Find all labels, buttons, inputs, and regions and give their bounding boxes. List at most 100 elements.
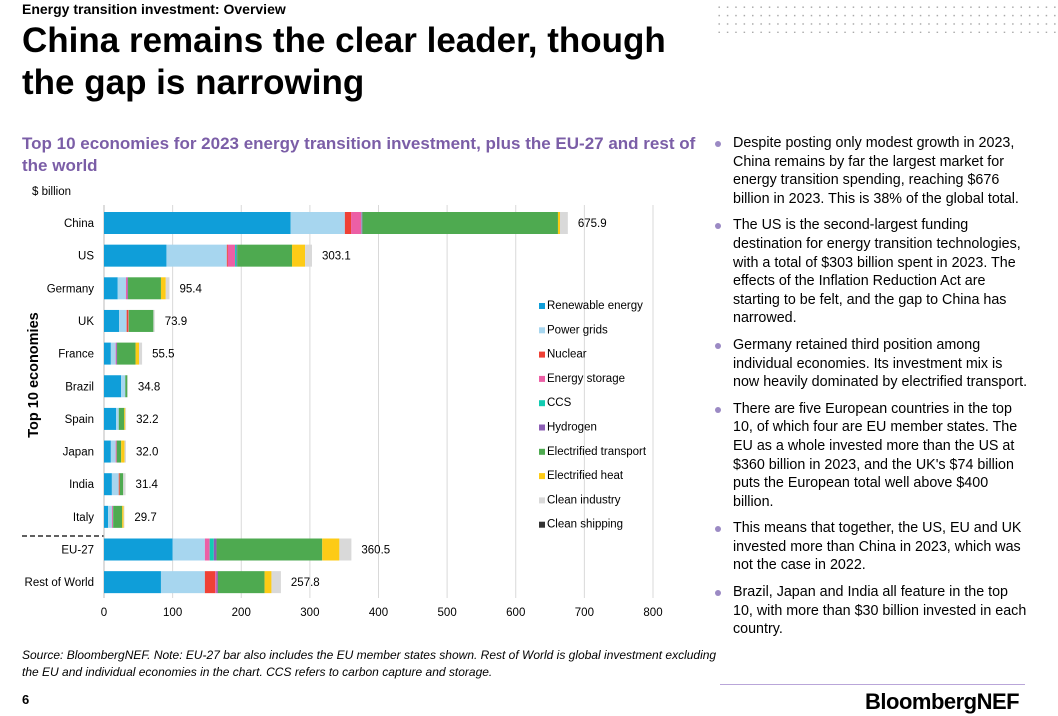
category-label: China (64, 218, 95, 230)
bar-segment (322, 538, 340, 561)
total-label: 31.4 (136, 479, 159, 491)
bar-segment (290, 212, 345, 234)
x-tick-label: 600 (506, 607, 525, 619)
bar-segment (361, 212, 363, 234)
bar-segment (235, 244, 237, 267)
bar-segment (115, 440, 117, 463)
bar-segment (128, 309, 154, 332)
category-label: US (78, 251, 94, 263)
bar-segment (236, 244, 238, 267)
bar-segment (121, 375, 126, 398)
x-tick-label: 300 (300, 607, 319, 619)
bar-segment (123, 505, 125, 528)
bar-segment (264, 571, 272, 594)
category-label: France (58, 349, 94, 361)
legend-label: Electrified heat (547, 470, 624, 482)
bar-segment (125, 277, 128, 300)
category-label: Spain (65, 414, 94, 426)
bar-segment (216, 571, 218, 594)
bar-segment (124, 440, 126, 463)
legend-label: Nuclear (547, 349, 587, 361)
bar-segment (165, 277, 170, 300)
x-tick-label: 800 (643, 607, 662, 619)
x-tick-label: 400 (369, 607, 388, 619)
bar-segment (160, 571, 205, 594)
bar-segment (213, 538, 217, 561)
bar-segment (271, 571, 281, 594)
bar-segment (292, 244, 306, 267)
legend-label: Clean industry (547, 494, 621, 506)
bar-segment (209, 538, 214, 561)
page-number: 6 (22, 692, 30, 707)
category-label: EU-27 (61, 545, 94, 557)
page-title: China remains the clear leader, though t… (22, 21, 666, 102)
bar-segment (226, 244, 228, 267)
bar-segment (128, 277, 161, 300)
total-label: 360.5 (361, 545, 390, 557)
x-tick-label: 0 (101, 607, 107, 619)
bar-segment (153, 309, 155, 332)
bullet-item: Despite posting only modest growth in 20… (713, 134, 1031, 208)
bar-segment (560, 212, 568, 234)
bar-segment (117, 277, 126, 300)
x-tick-label: 500 (438, 607, 457, 619)
dot-pattern-decoration (715, 3, 1058, 33)
bar-segment (118, 473, 120, 496)
bar-segment (138, 342, 143, 365)
legend-label: Hydrogen (547, 422, 597, 434)
legend-label: Clean shipping (547, 519, 623, 531)
bar-segment (104, 309, 120, 332)
bar-segment (160, 277, 166, 300)
bar-segment (557, 212, 561, 234)
x-tick-label: 100 (163, 607, 182, 619)
legend-swatch (539, 473, 545, 480)
chart-title: Top 10 economies for 2023 energy transit… (22, 134, 696, 175)
legend-label: Power grids (547, 324, 608, 336)
bar-segment (215, 571, 217, 594)
bar-segment (119, 309, 127, 332)
bullet-item: There are five European countries in the… (713, 400, 1031, 512)
bar-segment (172, 538, 205, 561)
legend-swatch (539, 400, 545, 407)
total-label: 303.1 (322, 251, 351, 263)
legend-label: Energy storage (547, 373, 625, 385)
category-label: Rest of World (25, 577, 94, 589)
bar-segment (104, 571, 161, 594)
bar-segment (127, 277, 129, 300)
unit-label: $ billion (32, 186, 71, 198)
bar-segment (116, 407, 119, 430)
bar-segment (116, 342, 118, 365)
source-note: Source: BloombergNEF. Note: EU-27 bar al… (22, 648, 717, 679)
bar-segment (237, 244, 293, 267)
legend-swatch (539, 424, 545, 431)
bar-segment (116, 440, 122, 463)
legend-swatch (539, 375, 545, 382)
bar-segment (104, 212, 291, 234)
legend-label: Electrified transport (547, 446, 647, 458)
bar-segment (115, 342, 117, 365)
bar-segment (104, 407, 117, 430)
bar-segment (339, 538, 352, 561)
bar-segment (125, 407, 127, 430)
category-label: Japan (63, 447, 94, 459)
total-label: 55.5 (152, 349, 174, 361)
bullet-item: This means that together, the US, EU and… (713, 519, 1031, 575)
bar-segment (166, 244, 227, 267)
bar-segment (113, 505, 123, 528)
total-label: 73.9 (165, 316, 187, 328)
total-label: 675.9 (578, 218, 607, 230)
bar-segment (119, 473, 124, 496)
legend-swatch (539, 303, 545, 309)
category-label: Brazil (65, 381, 94, 393)
legend-label: Renewable energy (547, 300, 643, 312)
bar-segment (124, 407, 126, 430)
total-label: 32.2 (136, 414, 158, 426)
bar-segment (204, 571, 216, 594)
bar-segment (104, 342, 111, 365)
legend-swatch (539, 448, 545, 455)
category-label: Italy (73, 512, 94, 524)
bar-segment (135, 342, 139, 365)
bar-segment (305, 244, 313, 267)
bar-segment (104, 538, 173, 561)
bar-segment (110, 342, 116, 365)
